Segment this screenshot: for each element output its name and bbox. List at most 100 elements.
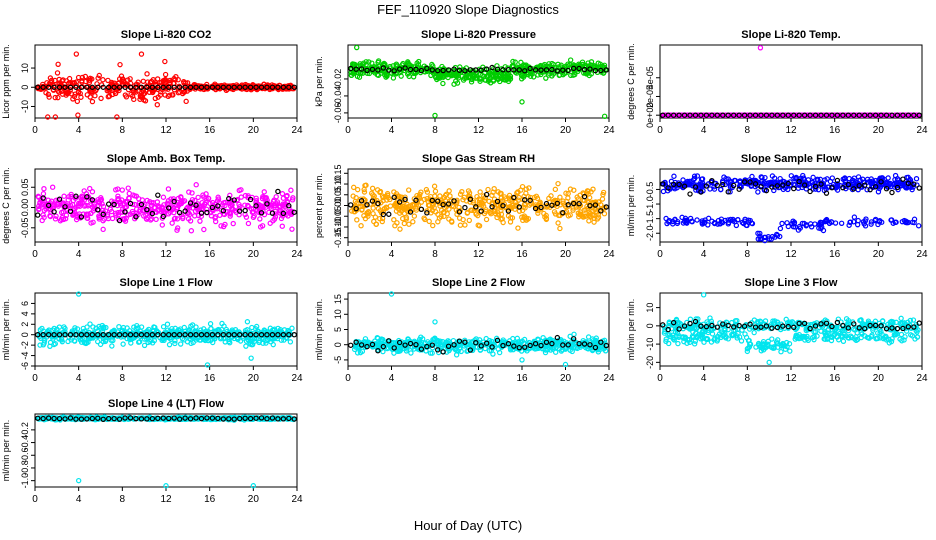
hourly-point	[424, 65, 430, 72]
data-point	[87, 94, 93, 100]
data-point	[523, 217, 529, 223]
hourly-point	[242, 207, 248, 214]
data-point	[81, 340, 88, 346]
hourly-point	[187, 332, 194, 338]
data-point	[369, 190, 375, 196]
data-point	[68, 337, 74, 343]
data-point	[160, 194, 167, 200]
hourly-point	[665, 185, 671, 191]
data-point	[287, 339, 294, 345]
data-point	[100, 226, 106, 233]
hourly-point	[532, 341, 539, 347]
data-point	[481, 210, 488, 217]
data-point	[440, 80, 446, 87]
data-point	[38, 202, 45, 208]
plot-frame	[347, 292, 610, 367]
hourly-point	[67, 84, 74, 90]
hourly-point	[522, 197, 528, 203]
hourly-point	[269, 332, 276, 338]
data-point	[81, 331, 87, 337]
data-point	[363, 182, 369, 188]
data-point	[565, 195, 571, 201]
hourly-point	[391, 345, 397, 351]
data-point	[60, 77, 66, 83]
data-point	[451, 81, 457, 87]
y-tick-label: -2	[20, 341, 30, 349]
hourly-point	[807, 188, 813, 195]
hourly-point	[692, 184, 699, 190]
x-tick-label: 4	[389, 125, 395, 136]
data-point	[562, 67, 568, 73]
data-point	[249, 209, 256, 215]
data-point	[184, 88, 190, 94]
hourly-point	[440, 349, 446, 355]
hourly-point	[916, 185, 922, 191]
data-point	[54, 70, 61, 76]
hourly-point	[353, 339, 359, 345]
data-point	[148, 78, 155, 85]
data-point	[691, 173, 698, 179]
hourly-point	[291, 84, 297, 90]
y-tick-label: 6	[20, 301, 30, 306]
data-point	[570, 207, 576, 213]
hourly-point	[861, 182, 868, 188]
data-point	[462, 222, 468, 228]
hourly-point	[462, 204, 468, 211]
data-point	[576, 211, 583, 218]
hourly-point	[149, 332, 156, 338]
x-tick-label: 12	[785, 125, 797, 136]
data-point	[414, 60, 420, 66]
y-tick-label: 0	[20, 332, 30, 337]
data-point	[361, 186, 367, 193]
data-point	[885, 175, 891, 181]
data-point	[197, 204, 204, 211]
data-point	[100, 203, 107, 210]
data-point	[35, 193, 41, 200]
data-point	[98, 95, 104, 102]
hourly-point	[215, 203, 221, 209]
hourly-point	[456, 338, 463, 344]
hourly-point	[709, 112, 715, 118]
data-point	[197, 218, 203, 224]
data-point	[193, 182, 199, 188]
hourly-point	[369, 198, 376, 204]
data-point	[695, 112, 701, 118]
hourly-point	[867, 186, 873, 193]
data-point	[358, 223, 364, 229]
hourly-point	[111, 201, 117, 208]
hourly-point	[429, 197, 435, 204]
y-tick-label: 10	[333, 309, 343, 319]
data-point	[418, 334, 424, 340]
hourly-point	[231, 332, 237, 338]
data-point	[95, 75, 101, 81]
hourly-point	[160, 84, 166, 90]
data-point	[826, 220, 833, 226]
hourly-point	[402, 342, 408, 348]
data-point	[251, 336, 257, 342]
hourly-point	[840, 184, 846, 191]
hourly-point	[478, 67, 484, 73]
data-point	[392, 223, 398, 229]
x-tick-label: 8	[432, 125, 438, 136]
data-point	[862, 223, 869, 229]
data-point	[400, 60, 406, 67]
x-tick-label: 8	[745, 249, 751, 260]
data-point	[809, 112, 816, 118]
data-point	[432, 319, 438, 325]
data-point	[162, 71, 169, 78]
data-point	[502, 204, 509, 210]
hourly-point	[264, 201, 270, 207]
hourly-point	[473, 340, 479, 346]
data-point	[902, 334, 908, 340]
hourly-point	[247, 84, 254, 90]
hourly-point	[264, 332, 270, 338]
hourly-point	[182, 84, 188, 90]
y-tick-label: -1.0	[645, 196, 655, 212]
data-point	[238, 187, 244, 193]
hourly-point	[133, 332, 139, 338]
data-point	[154, 76, 161, 82]
hourly-point	[834, 112, 841, 118]
data-point	[359, 206, 365, 213]
data-point	[424, 208, 430, 214]
hourly-point	[505, 66, 512, 73]
